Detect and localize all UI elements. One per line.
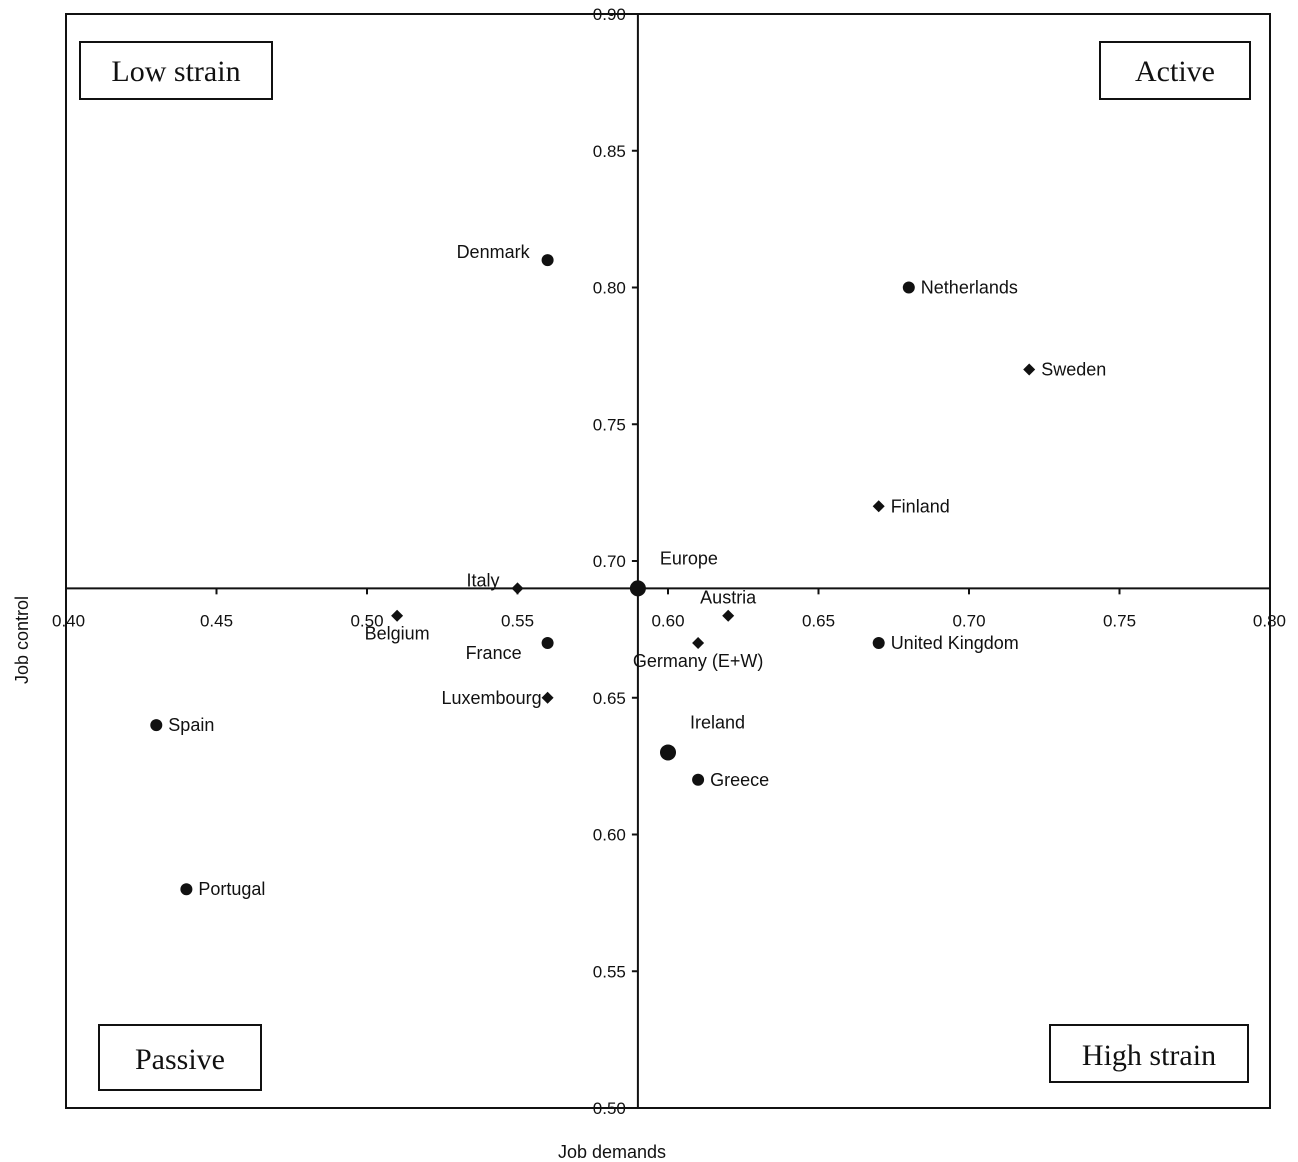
point-europe: Europe [629, 548, 718, 597]
quadrant-label-high-strain: High strain [1082, 1039, 1216, 1072]
y-tick-label: 0.50 [593, 1099, 626, 1118]
point-label: Netherlands [921, 278, 1018, 298]
point-label: France [466, 643, 522, 663]
y-tick-label: 0.85 [593, 142, 626, 161]
x-tick-label: 0.80 [1253, 611, 1286, 630]
x-tick-label: 0.40 [52, 611, 85, 630]
quadrant-box-low-strain: Low strain [79, 41, 273, 100]
y-tick-label: 0.80 [593, 279, 626, 298]
point-luxembourg: Luxembourg [442, 688, 554, 708]
point-label: Sweden [1041, 360, 1106, 380]
circle-marker [629, 580, 646, 597]
x-tick-label: 0.55 [501, 611, 534, 630]
point-label: Greece [710, 770, 769, 790]
quadrant-label-low-strain: Low strain [111, 55, 240, 88]
point-greece: Greece [692, 770, 769, 790]
circle-marker [541, 254, 554, 267]
point-italy: Italy [466, 570, 524, 595]
point-label: Belgium [365, 624, 430, 644]
point-sweden: Sweden [1023, 360, 1106, 380]
point-label: Italy [466, 570, 499, 590]
point-denmark: Denmark [457, 242, 554, 267]
quadrant-box-active: Active [1099, 41, 1251, 100]
y-axis-ticks: 0.50 0.55 0.60 0.65 0.70 0.75 0.80 0.85 0.90 [593, 5, 638, 1118]
plot-area-frame [65, 13, 1271, 1109]
y-tick-label: 0.65 [593, 689, 626, 708]
point-label: Europe [660, 548, 718, 568]
point-ireland: Ireland [660, 712, 745, 761]
x-axis-title: Job demands [558, 1142, 666, 1162]
x-axis-ticks: 0.40 0.45 0.50 0.55 0.60 0.65 0.70 0.75 0.80 [52, 588, 1286, 630]
quadrant-label-active: Active [1135, 55, 1215, 88]
circle-marker [902, 281, 915, 294]
point-label: Finland [891, 496, 950, 516]
circle-marker [872, 637, 885, 650]
diamond-marker [1023, 363, 1036, 376]
diamond-marker [391, 609, 404, 622]
diamond-marker [722, 609, 735, 622]
x-tick-label: 0.45 [200, 611, 233, 630]
y-tick-label: 0.60 [593, 826, 626, 845]
point-label: Austria [700, 588, 757, 608]
point-label: United Kingdom [891, 633, 1019, 653]
circle-marker [150, 719, 163, 732]
data-points: Denmark Netherlands Sweden Finland Italy Euro… [150, 242, 1106, 899]
diamond-marker [692, 637, 705, 650]
quadrant-label-passive: Passive [135, 1043, 225, 1076]
quadrant-box-high-strain: High strain [1049, 1024, 1249, 1083]
circle-marker [541, 637, 554, 650]
diamond-marker [511, 582, 524, 595]
point-united-kingdom: United Kingdom [872, 633, 1019, 653]
diamond-marker [541, 691, 554, 704]
point-netherlands: Netherlands [902, 278, 1018, 298]
point-portugal: Portugal [180, 879, 265, 899]
point-label: Germany (E+W) [633, 651, 764, 671]
x-tick-label: 0.65 [802, 611, 835, 630]
y-tick-label: 0.70 [593, 552, 626, 571]
point-label: Ireland [690, 712, 745, 732]
x-tick-label: 0.70 [952, 611, 985, 630]
point-label: Spain [168, 715, 214, 735]
point-finland: Finland [872, 496, 950, 516]
x-tick-label: 0.75 [1103, 611, 1136, 630]
point-spain: Spain [150, 715, 214, 735]
diamond-marker [872, 500, 885, 513]
y-tick-label: 0.75 [593, 415, 626, 434]
point-label: Denmark [457, 242, 531, 262]
point-austria: Austria [700, 588, 757, 622]
x-tick-label: 0.50 [350, 611, 383, 630]
point-label: Portugal [198, 879, 265, 899]
x-tick-label: 0.60 [651, 611, 684, 630]
y-tick-label: 0.55 [593, 962, 626, 981]
y-axis-title: Job control [12, 596, 32, 684]
circle-marker [692, 773, 705, 786]
circle-marker [660, 744, 676, 761]
y-tick-label: 0.90 [593, 5, 626, 24]
quadrant-box-passive: Passive [98, 1024, 262, 1091]
circle-marker [180, 883, 193, 896]
point-germany-e-w: Germany (E+W) [633, 637, 764, 671]
point-belgium: Belgium [365, 609, 430, 644]
point-label: Luxembourg [442, 688, 542, 708]
point-france: France [466, 637, 554, 663]
